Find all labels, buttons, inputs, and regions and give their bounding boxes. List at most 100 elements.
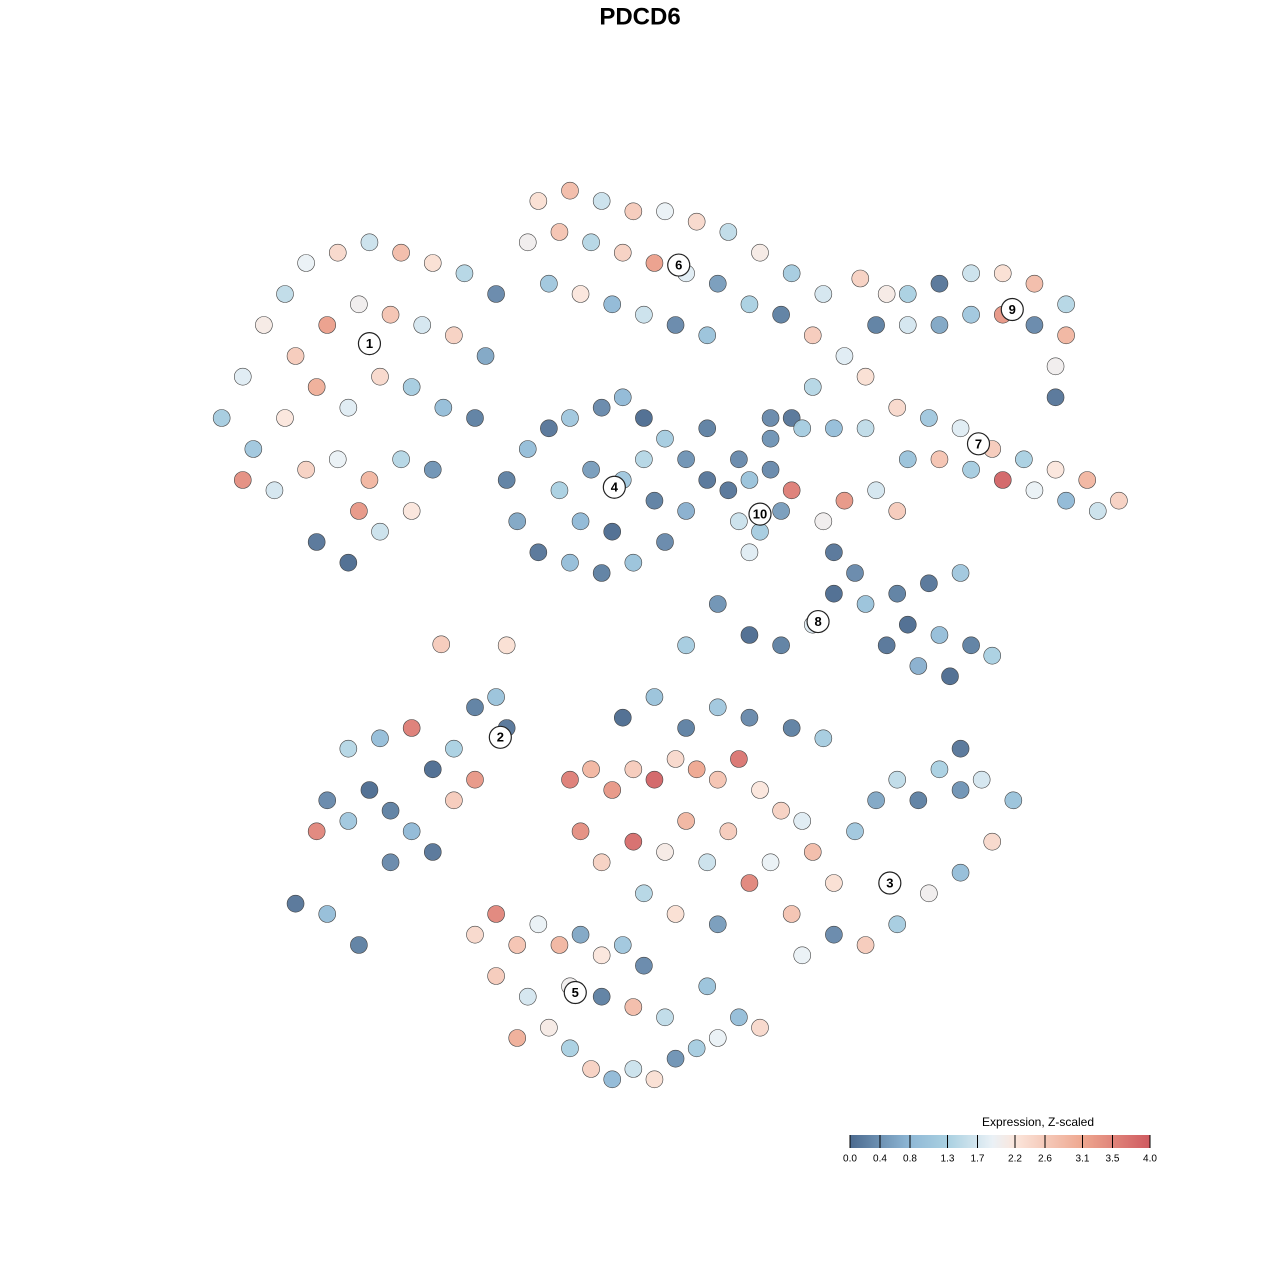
point bbox=[635, 956, 653, 975]
point bbox=[592, 987, 611, 1006]
cluster-label: 9 bbox=[1009, 302, 1016, 317]
cluster-label: 8 bbox=[814, 614, 821, 629]
point bbox=[851, 269, 870, 288]
point bbox=[645, 770, 664, 789]
point bbox=[350, 502, 368, 520]
point bbox=[898, 316, 917, 334]
point bbox=[867, 316, 885, 334]
point bbox=[255, 316, 273, 334]
point bbox=[233, 367, 252, 386]
point bbox=[856, 419, 875, 438]
point bbox=[761, 853, 780, 872]
point bbox=[455, 264, 474, 283]
point bbox=[635, 884, 653, 903]
point bbox=[835, 347, 854, 365]
colorbar-tick-label: 3.5 bbox=[1106, 1154, 1120, 1165]
point bbox=[740, 295, 759, 314]
point bbox=[677, 719, 695, 737]
point bbox=[1046, 460, 1065, 479]
cluster-label: 10 bbox=[753, 507, 767, 522]
point bbox=[740, 471, 759, 489]
point bbox=[751, 1018, 769, 1037]
point bbox=[466, 409, 484, 427]
point bbox=[339, 739, 358, 758]
point bbox=[930, 316, 949, 334]
point bbox=[307, 378, 326, 396]
point bbox=[993, 264, 1012, 283]
point bbox=[951, 863, 970, 882]
point bbox=[814, 285, 833, 303]
point bbox=[1046, 388, 1065, 407]
point bbox=[687, 212, 706, 231]
point bbox=[698, 853, 717, 872]
point bbox=[909, 657, 928, 675]
point bbox=[381, 305, 400, 324]
point bbox=[286, 347, 305, 365]
point bbox=[645, 688, 664, 706]
cluster-label-badge bbox=[806, 609, 830, 634]
cluster-label: 6 bbox=[675, 258, 682, 273]
point bbox=[550, 936, 569, 954]
cluster-label: 2 bbox=[497, 730, 504, 745]
point bbox=[1078, 471, 1097, 489]
point bbox=[339, 812, 358, 830]
point bbox=[466, 925, 484, 944]
point bbox=[550, 223, 569, 241]
point bbox=[666, 316, 685, 334]
point bbox=[909, 791, 928, 810]
point bbox=[698, 326, 717, 345]
point bbox=[392, 450, 410, 469]
point bbox=[518, 987, 537, 1006]
cluster-label-badge bbox=[1000, 297, 1024, 322]
point bbox=[751, 243, 769, 262]
point bbox=[624, 553, 643, 572]
point bbox=[432, 635, 451, 654]
point bbox=[423, 760, 442, 779]
point bbox=[740, 543, 759, 562]
point bbox=[846, 822, 864, 841]
point bbox=[962, 460, 980, 479]
colorbar-tick-label: 2.6 bbox=[1038, 1154, 1052, 1165]
point bbox=[698, 471, 717, 489]
point bbox=[445, 326, 463, 345]
cluster-label-badge bbox=[488, 725, 512, 749]
point bbox=[666, 750, 685, 768]
point bbox=[371, 522, 389, 541]
point bbox=[402, 822, 421, 841]
point bbox=[951, 781, 970, 799]
point bbox=[1110, 491, 1128, 510]
point bbox=[1057, 295, 1075, 314]
point bbox=[582, 760, 600, 779]
point bbox=[350, 295, 368, 314]
point bbox=[318, 905, 337, 923]
point bbox=[540, 274, 558, 293]
point bbox=[350, 936, 368, 954]
point bbox=[719, 822, 738, 841]
point bbox=[402, 719, 421, 737]
point bbox=[656, 1008, 674, 1027]
point bbox=[656, 843, 674, 861]
point bbox=[613, 243, 632, 262]
point bbox=[360, 233, 379, 252]
point bbox=[719, 481, 738, 500]
cluster-label: 5 bbox=[572, 985, 579, 1000]
cluster-label: 7 bbox=[975, 436, 982, 451]
point bbox=[803, 843, 822, 861]
point bbox=[888, 915, 907, 934]
point bbox=[265, 481, 284, 500]
point bbox=[719, 223, 738, 241]
point bbox=[307, 533, 326, 551]
point bbox=[835, 491, 854, 510]
point bbox=[339, 553, 358, 572]
point bbox=[761, 429, 780, 448]
colorbar-tick-label: 4.0 bbox=[1143, 1154, 1157, 1165]
point bbox=[624, 202, 643, 221]
cluster-label-badge bbox=[602, 475, 626, 499]
point bbox=[603, 522, 622, 541]
point bbox=[656, 533, 674, 551]
point bbox=[782, 481, 801, 500]
point bbox=[1004, 791, 1023, 810]
point bbox=[898, 285, 917, 303]
